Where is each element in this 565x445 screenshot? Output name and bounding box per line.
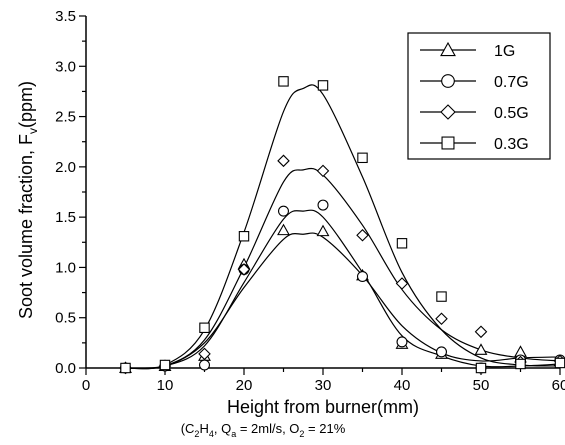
- marker-square: [238, 231, 250, 242]
- marker-square: [120, 362, 131, 374]
- curve-0_7G: [125, 209, 561, 369]
- x-tick-label: 20: [236, 377, 253, 394]
- marker-square: [317, 80, 329, 91]
- marker-square: [396, 238, 408, 249]
- y-tick-label: 0.0: [55, 360, 76, 377]
- y-axis-title: Soot volume fraction, Fv(ppm): [16, 81, 40, 319]
- chart-caption: (C2H4, Qa = 2ml/s, O2 = 21%: [181, 421, 346, 439]
- marker-circle: [356, 270, 368, 282]
- legend-label: 0.3G: [494, 136, 529, 153]
- marker-triangle: [316, 224, 330, 237]
- marker-circle: [277, 205, 289, 217]
- legend-marker-triangle: [440, 41, 456, 57]
- legend-label: 0.7G: [494, 74, 529, 91]
- marker-circle: [396, 336, 408, 348]
- legend-label: 0.5G: [494, 105, 529, 122]
- legend: 1G 0.7G 0.5G 0.3G: [407, 32, 551, 160]
- marker-square: [199, 322, 210, 333]
- legend-marker-circle: [441, 74, 455, 88]
- legend-label: 1G: [494, 43, 515, 60]
- y-tick-label: 1.5: [55, 209, 76, 226]
- y-tick-label: 1.0: [55, 259, 76, 276]
- marker-diamond: [316, 164, 330, 178]
- marker-diamond: [277, 154, 290, 168]
- y-tick-label: 3.5: [55, 8, 76, 25]
- marker-triangle: [277, 223, 290, 236]
- x-tick-label: 40: [394, 377, 411, 394]
- data-markers: [119, 76, 565, 375]
- x-axis-title: Height from burner(mm): [227, 397, 419, 417]
- y-tick-label: 0.5: [55, 310, 76, 327]
- legend-marker-square: [441, 136, 455, 150]
- marker-diamond: [435, 312, 448, 325]
- x-tick-label: 50: [473, 377, 490, 394]
- marker-triangle: [474, 343, 488, 355]
- x-tick-label: 60: [552, 377, 565, 394]
- marker-diamond: [395, 277, 409, 290]
- marker-square: [515, 358, 526, 370]
- marker-diamond: [356, 228, 369, 242]
- marker-square: [159, 359, 171, 371]
- marker-square: [436, 291, 447, 302]
- curve-0_5G: [125, 167, 561, 370]
- marker-diamond: [474, 325, 488, 339]
- x-tick-label: 10: [157, 377, 174, 394]
- y-tick-label: 2.0: [55, 159, 76, 176]
- x-tick-label: 30: [315, 377, 332, 394]
- marker-square: [357, 152, 368, 164]
- y-tick-label: 2.5: [55, 109, 76, 126]
- marker-circle: [317, 199, 329, 211]
- marker-circle: [199, 359, 211, 371]
- marker-circle: [435, 346, 447, 358]
- y-tick-label: 3.0: [55, 58, 76, 75]
- marker-square: [278, 76, 289, 87]
- axis-labels: Height from burner(mm) Soot volume fracti…: [16, 81, 419, 439]
- curve-0_3G: [125, 84, 561, 370]
- marker-diamond: [198, 347, 211, 361]
- x-tick-label: 0: [82, 377, 90, 394]
- marker-square: [475, 362, 487, 374]
- marker-square: [554, 357, 565, 369]
- legend-box: [407, 32, 551, 160]
- marker-diamond: [237, 263, 251, 276]
- legend-marker-diamond: [440, 104, 456, 120]
- curve-1G: [125, 232, 561, 370]
